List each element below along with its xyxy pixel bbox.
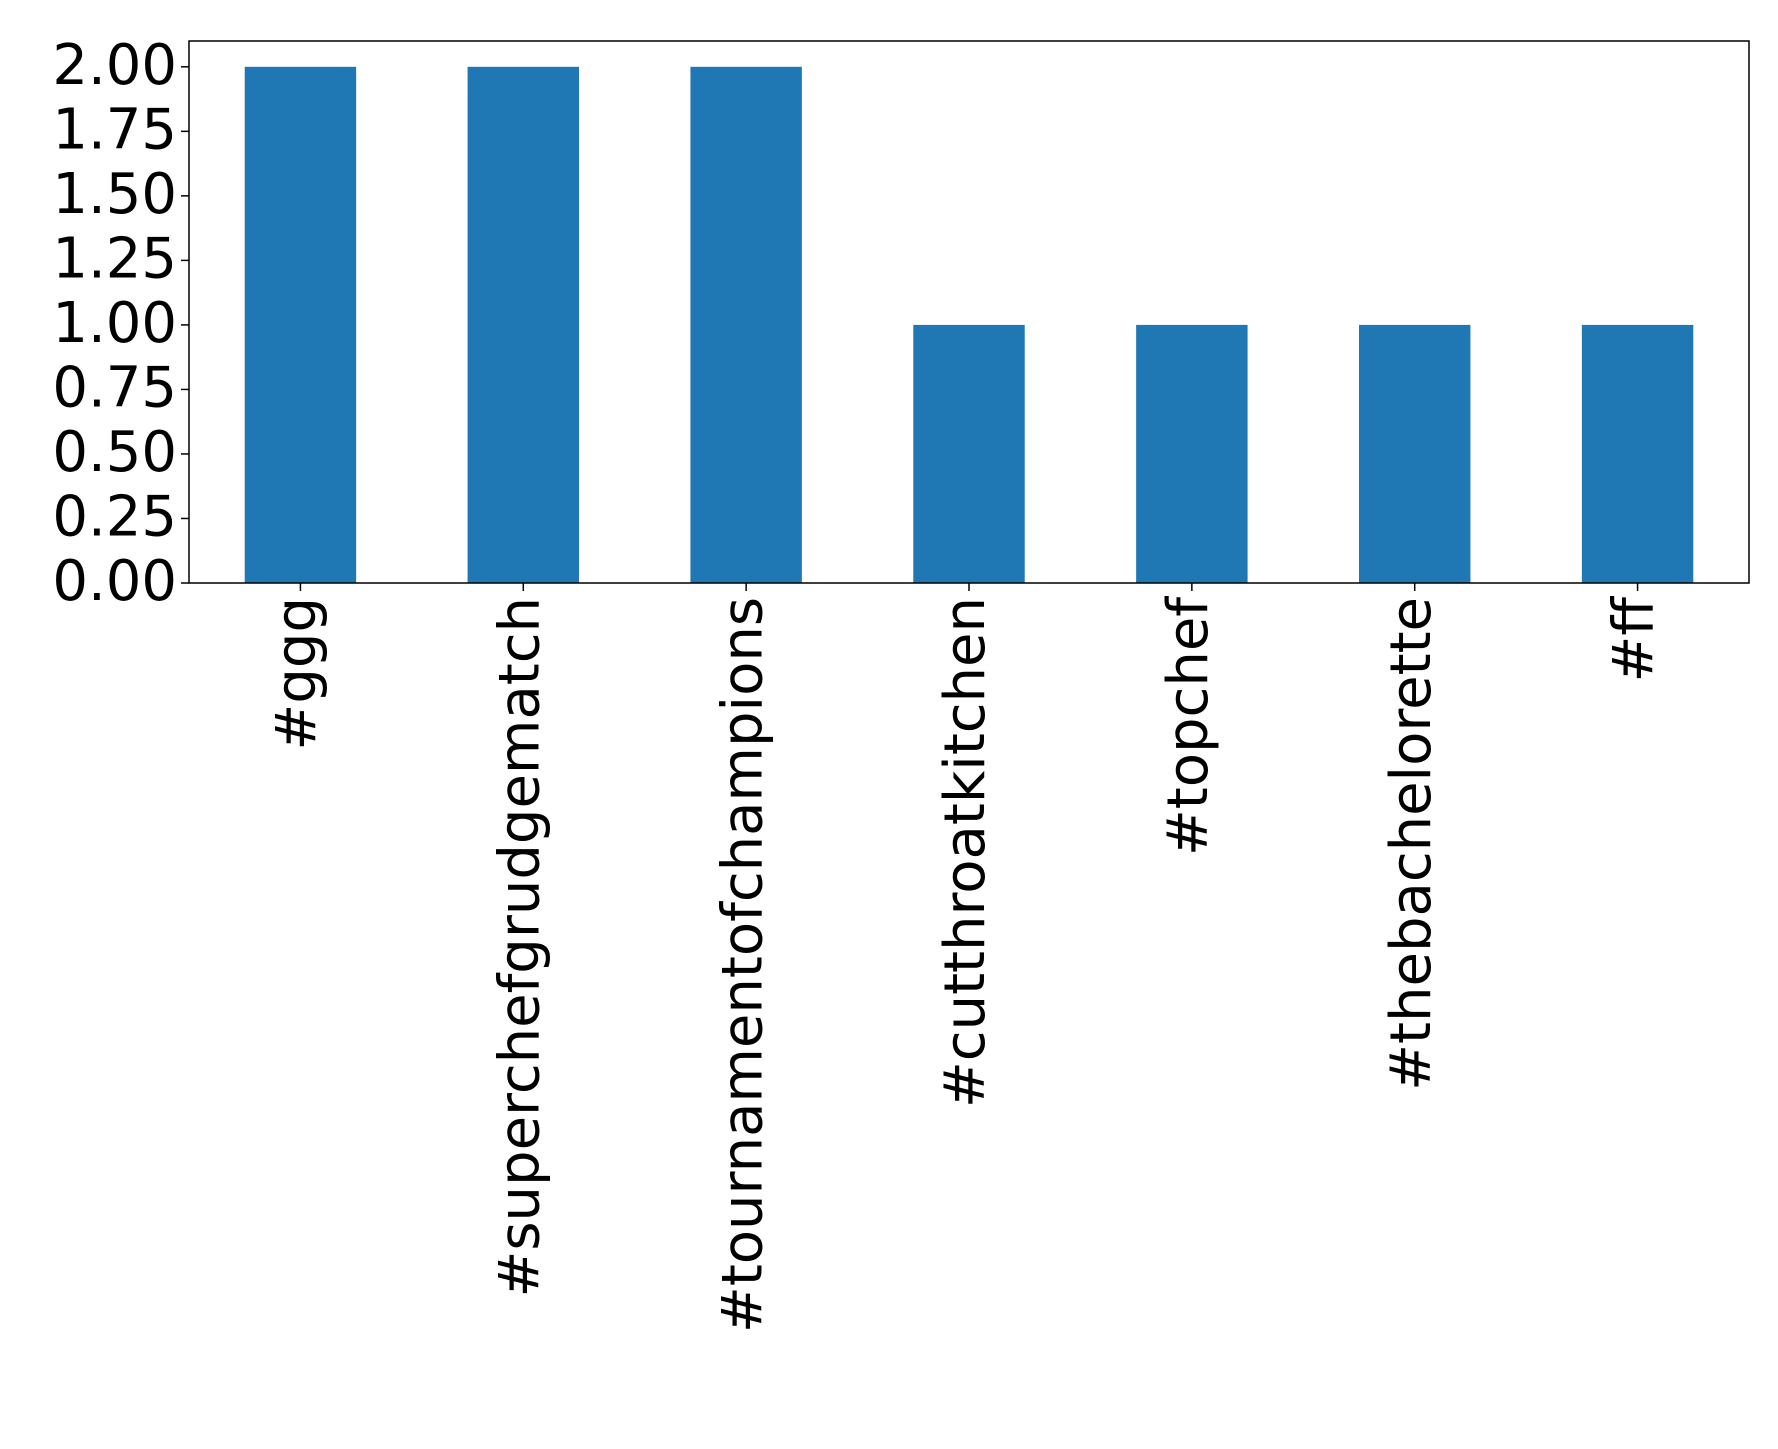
- y-tick-label: 1.25: [52, 227, 177, 292]
- y-tick-label: 1.75: [52, 97, 177, 162]
- x-tick-label: #superchefgrudgematch: [487, 597, 552, 1298]
- x-tick-label: #thebachelorette: [1379, 597, 1444, 1091]
- x-tick-label: #ggg: [265, 597, 330, 751]
- bar: [1359, 324, 1471, 583]
- bar: [690, 66, 802, 584]
- x-tick-label: #tournamentofchampions: [710, 597, 775, 1333]
- x-tick-label: #cutthroatkitchen: [933, 597, 998, 1108]
- bar: [913, 324, 1025, 583]
- bar: [244, 66, 357, 584]
- y-tick-label: 0.00: [52, 549, 177, 614]
- x-tick-label: #ff: [1602, 596, 1667, 683]
- y-tick-label: 0.75: [52, 356, 177, 421]
- bar: [1581, 324, 1694, 583]
- bar: [1136, 324, 1248, 583]
- y-tick-label: 1.00: [52, 291, 177, 356]
- y-tick-label: 1.50: [52, 162, 177, 227]
- y-tick-label: 0.50: [52, 420, 177, 485]
- bar: [467, 66, 579, 584]
- y-tick-label: 2.00: [52, 33, 177, 98]
- x-tick-label: #topchef: [1156, 596, 1221, 856]
- plot-frame: [188, 40, 1750, 584]
- y-tick-label: 0.25: [52, 485, 177, 550]
